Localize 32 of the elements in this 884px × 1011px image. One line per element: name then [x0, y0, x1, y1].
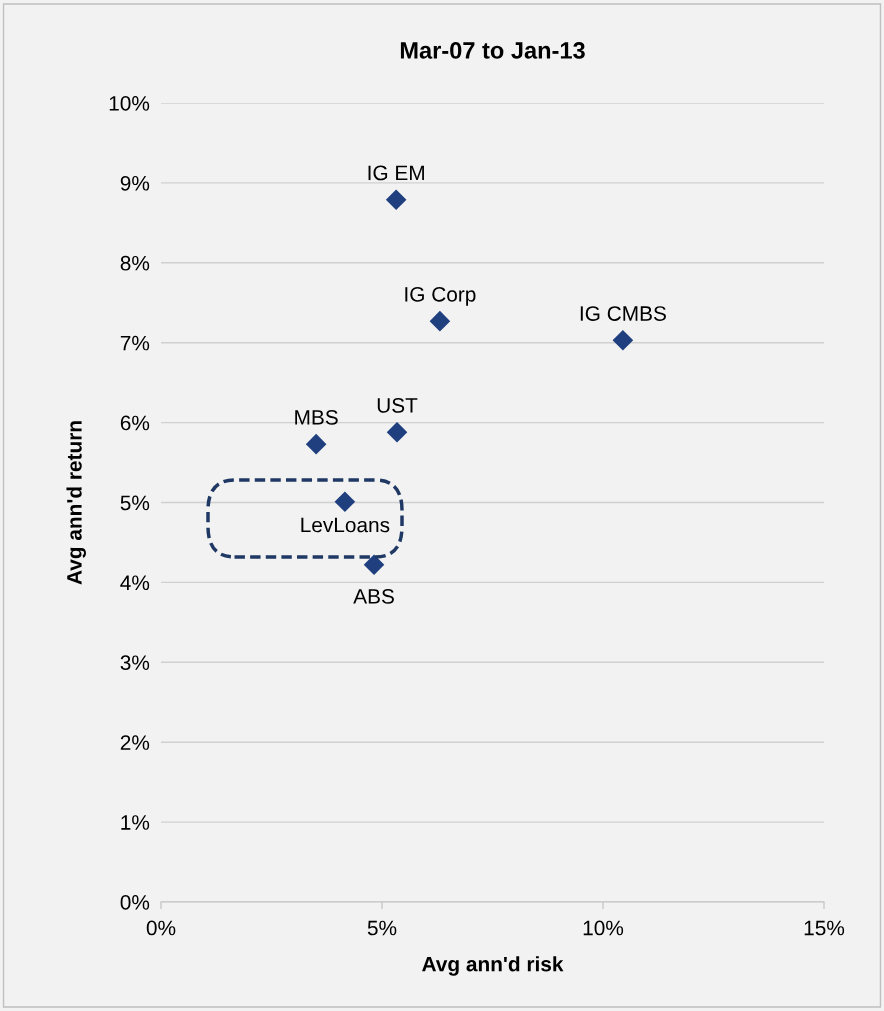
- series-label: IG CMBS: [580, 306, 666, 321]
- point: [334, 491, 356, 512]
- y-tick-label: 8%: [120, 255, 150, 271]
- y-tick-label: 5%: [120, 495, 150, 511]
- series-label: IG EM: [368, 165, 424, 181]
- y-tick-label: 7%: [120, 335, 150, 351]
- point: [385, 189, 407, 210]
- series-label: ABS: [353, 589, 394, 604]
- y-tick-label: 1%: [121, 815, 150, 830]
- chart-title: Mar-07 to Jan-13: [400, 42, 585, 59]
- x-tick-label: 15%: [804, 920, 845, 936]
- x-tick-label: 5%: [367, 920, 397, 936]
- x-tick-label: 10%: [583, 920, 624, 936]
- series-label: IG Corp: [405, 286, 476, 306]
- x-tick-label: 0%: [146, 920, 176, 936]
- point: [305, 433, 327, 455]
- series-label: LevLoans: [301, 517, 390, 533]
- point: [429, 310, 451, 332]
- y-tick-label: 2%: [120, 735, 150, 750]
- point: [386, 421, 408, 443]
- point: [363, 554, 385, 576]
- y-tick-label: 3%: [120, 655, 150, 671]
- series-label: MBS: [295, 410, 338, 425]
- y-tick-label: 0%: [120, 895, 150, 910]
- y-axis-title: Avg ann'd return: [66, 421, 86, 585]
- x-axis-title: Avg ann'd risk: [422, 956, 564, 976]
- point: [612, 330, 634, 351]
- y-tick-label: 4%: [120, 575, 150, 591]
- y-tick-label: 6%: [120, 415, 150, 431]
- series-label: UST: [377, 398, 418, 413]
- y-tick-label: 10%: [109, 96, 150, 111]
- y-tick-label: 9%: [120, 175, 150, 191]
